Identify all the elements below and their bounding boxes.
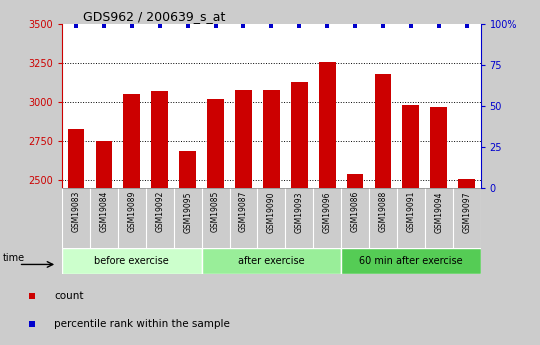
Bar xyxy=(179,150,196,188)
Text: percentile rank within the sample: percentile rank within the sample xyxy=(54,319,230,329)
Bar xyxy=(62,248,201,274)
Text: GSM19088: GSM19088 xyxy=(379,191,388,232)
Text: GSM19092: GSM19092 xyxy=(156,191,164,233)
Text: GSM19083: GSM19083 xyxy=(71,191,80,233)
Bar xyxy=(402,105,419,188)
Bar xyxy=(319,62,335,188)
Bar xyxy=(347,174,363,188)
Text: GDS962 / 200639_s_at: GDS962 / 200639_s_at xyxy=(83,10,225,23)
Text: GSM19084: GSM19084 xyxy=(99,191,109,233)
Text: GSM19093: GSM19093 xyxy=(295,191,303,233)
Bar xyxy=(235,90,252,188)
Bar xyxy=(341,248,481,274)
Text: time: time xyxy=(3,253,25,263)
Bar xyxy=(291,82,308,188)
Text: GSM19089: GSM19089 xyxy=(127,191,136,233)
Bar xyxy=(263,90,280,188)
Bar xyxy=(68,129,84,188)
Text: GSM19090: GSM19090 xyxy=(267,191,276,233)
Text: GSM19096: GSM19096 xyxy=(323,191,332,233)
Text: GSM19095: GSM19095 xyxy=(183,191,192,233)
Bar xyxy=(96,141,112,188)
Text: count: count xyxy=(54,290,84,300)
Text: 60 min after exercise: 60 min after exercise xyxy=(359,256,463,266)
Bar xyxy=(458,179,475,188)
Bar xyxy=(207,99,224,188)
Bar xyxy=(201,248,341,274)
Bar xyxy=(430,107,447,188)
Text: GSM19091: GSM19091 xyxy=(406,191,415,233)
Bar xyxy=(151,91,168,188)
Text: GSM19085: GSM19085 xyxy=(211,191,220,233)
Text: GSM19097: GSM19097 xyxy=(462,191,471,233)
Bar xyxy=(124,95,140,188)
Text: GSM19094: GSM19094 xyxy=(434,191,443,233)
Text: GSM19086: GSM19086 xyxy=(350,191,360,233)
Text: before exercise: before exercise xyxy=(94,256,169,266)
Text: after exercise: after exercise xyxy=(238,256,305,266)
Text: GSM19087: GSM19087 xyxy=(239,191,248,233)
Bar xyxy=(375,74,392,188)
